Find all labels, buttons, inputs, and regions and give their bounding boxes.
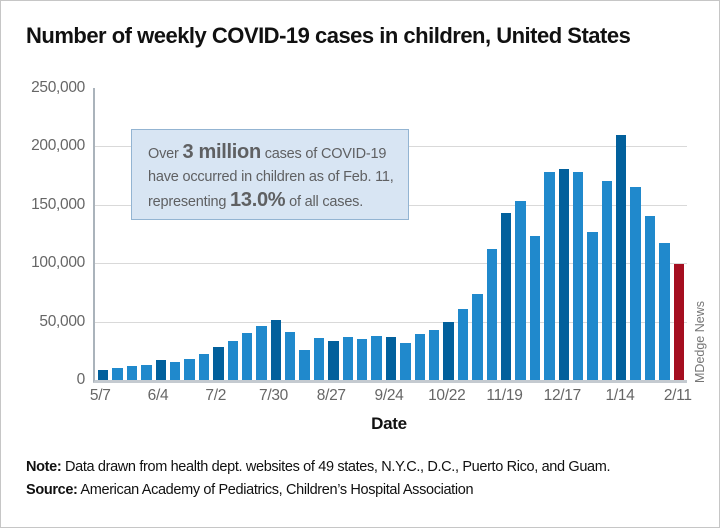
bar-7/2: [213, 347, 224, 380]
bar-8/13: [299, 349, 310, 380]
bar-5/7: [98, 369, 109, 380]
note-label: Note:: [26, 459, 62, 475]
page-title: Number of weekly COVID-19 cases in child…: [26, 23, 631, 48]
y-axis-labels: 250,000 200,000 150,000 100,000 50,000 0: [1, 79, 85, 388]
bar-11/12: [486, 249, 497, 380]
bar-12/17: [558, 168, 569, 380]
bar-9/3: [342, 336, 354, 380]
bar-5/28: [141, 364, 152, 380]
bar-6/11: [169, 362, 181, 380]
bar-7/23: [256, 326, 267, 380]
x-tick-label-1/14: 1/14: [605, 387, 635, 404]
y-tick-label: 100,000: [31, 254, 85, 272]
bar-2/4: [659, 243, 670, 380]
bar-9/10: [357, 339, 368, 380]
bar-10/22: [443, 321, 454, 380]
bar-11/5: [472, 293, 483, 380]
bar-7/30: [270, 320, 282, 380]
x-tick-label-8/27: 8/27: [316, 387, 346, 404]
x-tick-label-7/2: 7/2: [205, 387, 227, 404]
y-tick-label: 150,000: [31, 195, 85, 213]
bar-9/17: [371, 335, 382, 380]
x-tick-label-9/24: 9/24: [374, 387, 404, 404]
x-tick-label-12/17: 12/17: [543, 387, 582, 404]
gridline-100000: [95, 263, 687, 265]
bar-10/15: [428, 329, 440, 380]
y-tick-label: 200,000: [31, 137, 85, 155]
bar-6/25: [198, 354, 210, 380]
callout-box: Over 3 million cases of COVID-19 have occ…: [131, 129, 409, 220]
bar-6/4: [155, 360, 166, 380]
x-tick-label-2/11: 2/11: [663, 387, 692, 404]
x-axis-labels: 5/7 6/4 7/2 7/30 8/27 9/24 10/22 11/19 12/17 1/14…: [89, 387, 692, 407]
bar-8/6: [285, 332, 296, 380]
x-tick-label-11/19: 11/19: [486, 387, 523, 404]
plot-area: [93, 88, 687, 383]
note-text: Note: Data drawn from health dept. websi…: [26, 459, 611, 475]
bar-12/24: [572, 172, 584, 380]
bar-11/26: [515, 201, 526, 380]
bar-10/29: [457, 308, 469, 380]
x-tick-label-6/4: 6/4: [147, 387, 169, 404]
callout-line: have occurred in children as of Feb. 11,: [148, 169, 394, 185]
callout-line: Over 3 million cases of COVID-19: [148, 141, 387, 163]
bar-1/14: [616, 134, 627, 380]
y-tick-label: 50,000: [39, 312, 85, 330]
bar-5/14: [112, 368, 123, 380]
bar-7/16: [241, 333, 253, 380]
bar-8/20: [313, 337, 325, 380]
bar-5/21: [126, 365, 138, 380]
x-tick-label-10/22: 10/22: [428, 387, 466, 404]
bar-9/24: [385, 336, 397, 380]
bar-2/11: [673, 264, 685, 380]
x-tick-label-7/30: 7/30: [259, 387, 288, 404]
callout-line: representing 13.0% of all cases.: [148, 189, 364, 211]
bars: [95, 88, 687, 380]
y-tick-label: 250,000: [31, 79, 85, 96]
bar-1/7: [601, 181, 613, 380]
x-axis-title: Date: [371, 414, 407, 433]
bar-12/10: [544, 172, 555, 380]
bar-11/19: [500, 212, 512, 380]
bar-12/31: [587, 231, 598, 380]
bar-1/21: [630, 187, 641, 380]
x-tick-label-5/7: 5/7: [89, 387, 111, 404]
gridline-50000: [95, 321, 687, 323]
source-label: Source:: [26, 482, 78, 498]
bar-6/18: [184, 358, 195, 380]
source-text: Source: American Academy of Pediatrics, …: [26, 482, 474, 498]
bar-8/27: [328, 341, 339, 380]
y-tick-label: 0: [76, 371, 86, 388]
bar-7/9: [227, 341, 238, 380]
bar-12/3: [529, 236, 541, 380]
bar-10/1: [400, 342, 411, 380]
bar-10/8: [414, 334, 425, 380]
bar-1/28: [644, 216, 656, 380]
watermark-credit: MDedge News: [693, 301, 707, 383]
